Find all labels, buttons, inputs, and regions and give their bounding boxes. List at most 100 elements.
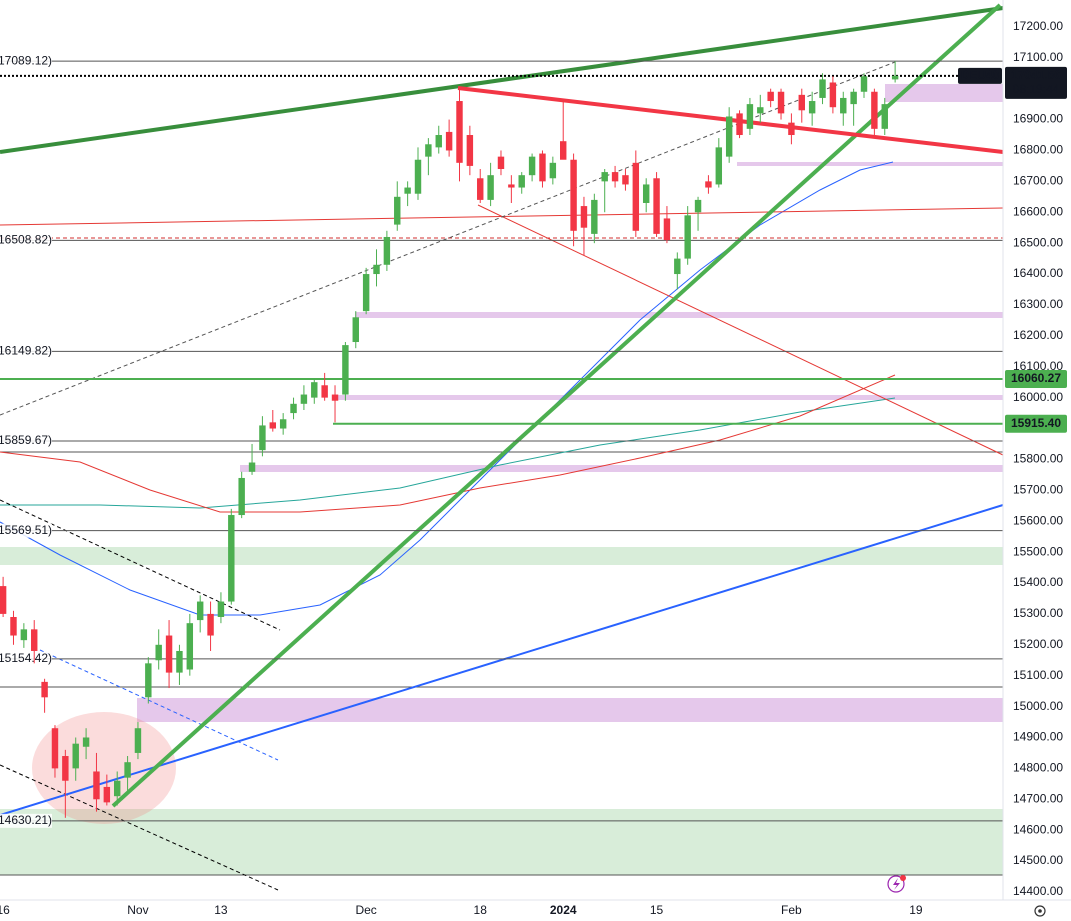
demand-zone [0, 547, 1003, 565]
y-tick-label: 16400.00 [1013, 266, 1063, 280]
candle-body [715, 147, 723, 185]
candle-body [228, 515, 235, 602]
candle-body [134, 728, 142, 753]
candle-body [725, 116, 733, 157]
candle-body [321, 385, 328, 398]
candle-body [788, 122, 795, 136]
candle-body [767, 91, 774, 102]
trend-line [0, 499, 281, 631]
candle-body [217, 601, 225, 617]
candle-body [41, 681, 48, 698]
y-tick-label: 16100.00 [1013, 359, 1063, 373]
candle-body [487, 175, 494, 200]
candle-body [51, 728, 59, 769]
candle-body [477, 178, 484, 200]
candle-body [269, 422, 277, 429]
trend-line [0, 504, 1004, 816]
candle-body [508, 184, 515, 188]
candle-body [155, 644, 162, 661]
y-tick-label: 16900.00 [1013, 112, 1063, 126]
level-label-bg [0, 54, 52, 69]
supply-zone [355, 312, 1003, 318]
y-tick-label: 14600.00 [1013, 822, 1063, 836]
candle-body [684, 215, 691, 259]
candle-body [331, 394, 339, 401]
countdown-label: 08:18:44 [1013, 82, 1060, 96]
candle-body [404, 187, 411, 194]
supply-zone [885, 84, 1003, 102]
x-tick-label: 18 [474, 903, 488, 917]
candle-body [549, 162, 557, 179]
candle-body [10, 616, 17, 636]
candle-body [352, 317, 359, 343]
y-tick-label: 17200.00 [1013, 19, 1063, 33]
candle-body [342, 345, 349, 395]
level-label: (16149.82) [0, 344, 52, 358]
y-tick-label: 14700.00 [1013, 791, 1063, 805]
y-tick-label: 15400.00 [1013, 575, 1063, 589]
candle-body [103, 786, 111, 803]
candle-body [757, 107, 764, 114]
price-tag [1005, 414, 1067, 433]
candle-body [559, 141, 567, 160]
y-tick-label: 15200.00 [1013, 637, 1063, 651]
level-label-bg [0, 813, 52, 828]
candle-body [570, 159, 577, 231]
candle-body [20, 629, 28, 641]
candle-body [871, 91, 878, 129]
candle-body [113, 780, 121, 797]
y-tick-label: 15000.00 [1013, 699, 1063, 713]
candle-body [746, 104, 754, 129]
candle-body [62, 756, 69, 781]
y-tick-label: 15500.00 [1013, 544, 1063, 558]
y-tick-label: 14400.00 [1013, 884, 1063, 898]
candle-body [93, 771, 100, 800]
candle-body [808, 101, 816, 114]
candle-body [373, 264, 380, 275]
trend-line [0, 6, 1004, 154]
candle-body [207, 613, 214, 636]
y-tick-label: 16600.00 [1013, 204, 1063, 218]
level-label-bg [0, 651, 52, 666]
x-tick-label: Feb [781, 903, 802, 917]
candles [0, 61, 899, 818]
candle-body [259, 425, 266, 451]
candle-body [860, 76, 868, 92]
level-label-bg [0, 523, 52, 538]
demand-zone [0, 809, 1003, 875]
x-tick-label: Dec [355, 903, 376, 917]
symbol-label: DEU40 [961, 68, 1000, 82]
alert-icon[interactable] [887, 875, 905, 893]
candle-body [176, 650, 183, 673]
candle-body [674, 258, 681, 275]
candle-body [705, 181, 712, 188]
level-label: (16508.82) [0, 233, 52, 247]
supply-zone [737, 162, 1003, 166]
candle-body [528, 156, 536, 176]
candle-body [819, 79, 826, 98]
candle-body [196, 601, 204, 621]
y-tick-label: 16500.00 [1013, 235, 1063, 249]
candle-body [601, 172, 608, 182]
candle-body [300, 394, 308, 404]
x-tick-label: 15 [650, 903, 664, 917]
candle-body [777, 91, 785, 114]
candle-body [653, 178, 660, 234]
y-tick-label: 16000.00 [1013, 390, 1063, 404]
settings-icon[interactable] [1034, 905, 1046, 917]
candle-body [736, 113, 743, 136]
candle-body [145, 663, 152, 698]
candle-body [518, 175, 525, 188]
level-label: (15859.67) [0, 433, 52, 447]
supply-zone [137, 698, 1003, 722]
x-tick-label: 19 [909, 903, 923, 917]
candle-body [881, 104, 888, 129]
candle-body [694, 199, 702, 213]
candle-body [435, 135, 442, 148]
x-tick-label: Nov [127, 903, 148, 917]
y-tick-label: 15700.00 [1013, 482, 1063, 496]
moving-average [0, 374, 896, 513]
candle-body [591, 199, 598, 234]
y-tick-label: 16300.00 [1013, 297, 1063, 311]
